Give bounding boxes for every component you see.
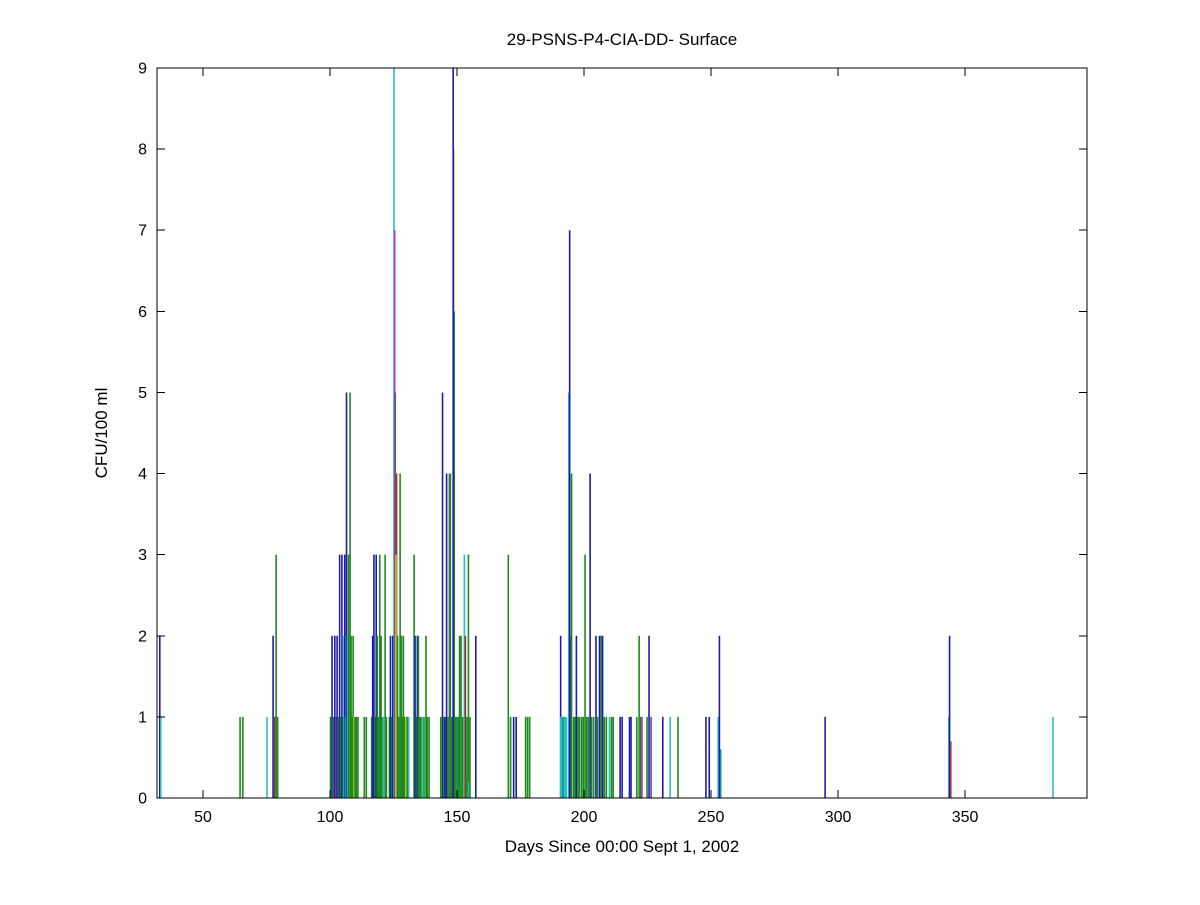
chart-title: 29-PSNS-P4-CIA-DD- Surface [507,30,738,49]
x-axis-label: Days Since 00:00 Sept 1, 2002 [505,837,739,856]
y-tick-label: 5 [138,385,147,402]
x-tick-label: 150 [444,809,471,826]
y-tick-label: 9 [138,61,147,78]
y-axis-label: CFU/100 ml [92,388,111,479]
y-tick-label: 6 [138,304,147,321]
x-tick-label: 250 [698,809,725,826]
y-tick-label: 7 [138,223,147,240]
x-tick-label: 50 [194,809,212,826]
y-tick-label: 3 [138,547,147,564]
axes-frame [156,67,1088,799]
y-tick-label: 8 [138,142,147,159]
y-tick-label: 2 [138,628,147,645]
y-tick-label: 1 [138,709,147,726]
x-tick-label: 350 [952,809,979,826]
stems-layer [158,68,1054,798]
x-tick-label: 300 [825,809,852,826]
x-tick-label: 100 [317,809,344,826]
x-tick-label: 200 [571,809,598,826]
y-tick-label: 0 [138,791,147,808]
y-tick-label: 4 [138,466,147,483]
axes-layer: 50 100 150 200 250 300 350 0 1 2 3 4 5 6 7 8 9 [138,61,1088,826]
